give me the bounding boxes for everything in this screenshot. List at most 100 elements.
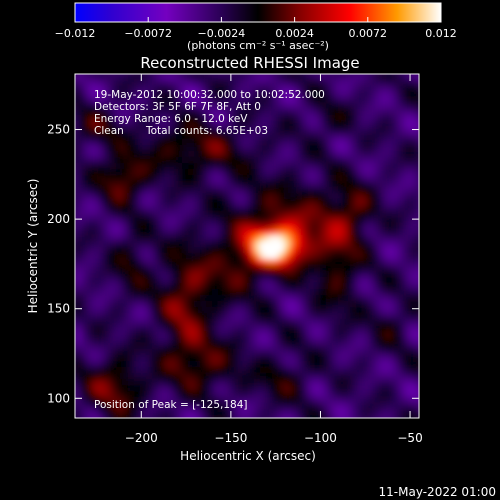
- heatmap-cell: [260, 241, 268, 249]
- heatmap-cell: [158, 103, 166, 111]
- heatmap-cell: [242, 133, 250, 141]
- heatmap-cell: [362, 361, 370, 369]
- heatmap-cell: [206, 223, 214, 231]
- heatmap-cell: [146, 379, 154, 387]
- heatmap-cell: [326, 277, 334, 285]
- annotation-clean: Clean: [94, 125, 124, 137]
- heatmap-cell: [362, 169, 370, 177]
- heatmap-cell: [152, 139, 160, 147]
- heatmap-cell: [362, 301, 370, 309]
- heatmap-cell: [188, 403, 196, 411]
- heatmap-cell: [128, 397, 136, 405]
- heatmap-cell: [254, 199, 262, 207]
- heatmap-cell: [356, 229, 364, 237]
- heatmap-cell: [302, 139, 310, 147]
- heatmap-cell: [122, 247, 130, 255]
- heatmap-cell: [86, 331, 94, 339]
- heatmap-cell: [182, 391, 190, 399]
- heatmap-cell: [380, 397, 388, 405]
- heatmap-cell: [398, 337, 406, 345]
- heatmap-cell: [416, 85, 419, 93]
- heatmap-cell: [92, 325, 100, 333]
- heatmap-cell: [332, 157, 340, 165]
- heatmap-cell: [362, 343, 370, 351]
- heatmap-cell: [134, 373, 142, 381]
- heatmap-cell: [356, 74, 364, 81]
- heatmap-cell: [362, 181, 370, 189]
- heatmap-cell: [164, 349, 172, 357]
- heatmap-cell: [86, 91, 94, 99]
- heatmap-cell: [254, 253, 262, 261]
- heatmap-cell: [122, 205, 130, 213]
- heatmap-cell: [146, 265, 154, 273]
- heatmap-cell: [326, 157, 334, 165]
- heatmap-cell: [398, 121, 406, 129]
- heatmap-cell: [98, 349, 106, 357]
- heatmap-cell: [296, 133, 304, 141]
- heatmap-cell: [362, 307, 370, 315]
- heatmap-cell: [296, 217, 304, 225]
- heatmap-cell: [410, 415, 418, 418]
- heatmap-cell: [224, 265, 232, 273]
- heatmap-cell: [338, 397, 346, 405]
- heatmap-cell: [254, 295, 262, 303]
- heatmap-cell: [104, 79, 112, 87]
- heatmap-cell: [248, 85, 256, 93]
- heatmap-cell: [218, 355, 226, 363]
- heatmap-cell: [230, 277, 238, 285]
- heatmap-cell: [158, 235, 166, 243]
- heatmap-cell: [368, 403, 376, 411]
- heatmap-cell: [110, 403, 118, 411]
- heatmap-cell: [368, 79, 376, 87]
- heatmap-cell: [404, 103, 412, 111]
- heatmap-cell: [146, 229, 154, 237]
- heatmap-cell: [326, 193, 334, 201]
- heatmap-cell: [308, 283, 316, 291]
- heatmap-cell: [146, 259, 154, 267]
- heatmap-cell: [104, 74, 112, 81]
- heatmap-cell: [176, 169, 184, 177]
- heatmap-cell: [320, 409, 328, 417]
- heatmap-cell: [314, 415, 322, 418]
- heatmap-cell: [320, 74, 328, 81]
- heatmap-cell: [122, 199, 130, 207]
- heatmap-cell: [386, 181, 394, 189]
- heatmap-cell: [218, 271, 226, 279]
- heatmap-cell: [332, 211, 340, 219]
- heatmap-cell: [75, 409, 82, 417]
- heatmap-cell: [284, 193, 292, 201]
- heatmap-cell: [80, 74, 88, 81]
- heatmap-cell: [75, 265, 82, 273]
- heatmap-cell: [188, 361, 196, 369]
- heatmap-cell: [332, 415, 340, 418]
- heatmap-cell: [134, 241, 142, 249]
- heatmap-cell: [338, 211, 346, 219]
- heatmap-cell: [92, 403, 100, 411]
- heatmap-cell: [236, 103, 244, 111]
- heatmap-cell: [110, 91, 118, 99]
- heatmap-cell: [296, 109, 304, 117]
- heatmap-cell: [86, 181, 94, 189]
- heatmap-cell: [380, 343, 388, 351]
- heatmap-cell: [188, 307, 196, 315]
- heatmap-cell: [176, 409, 184, 417]
- heatmap-cell: [398, 205, 406, 213]
- heatmap-cell: [212, 301, 220, 309]
- heatmap-cell: [188, 217, 196, 225]
- heatmap-cell: [182, 169, 190, 177]
- heatmap-cell: [416, 397, 419, 405]
- heatmap-cell: [182, 349, 190, 357]
- heatmap-cell: [104, 247, 112, 255]
- heatmap-cell: [230, 403, 238, 411]
- heatmap-cell: [254, 397, 262, 405]
- heatmap-cell: [86, 103, 94, 111]
- heatmap-cell: [278, 241, 286, 249]
- heatmap-cell: [296, 271, 304, 279]
- heatmap-cell: [158, 145, 166, 153]
- heatmap-cell: [344, 361, 352, 369]
- heatmap-cell: [80, 379, 88, 387]
- heatmap-cell: [344, 121, 352, 129]
- heatmap-cell: [164, 169, 172, 177]
- heatmap-cell: [332, 97, 340, 105]
- heatmap-cell: [212, 265, 220, 273]
